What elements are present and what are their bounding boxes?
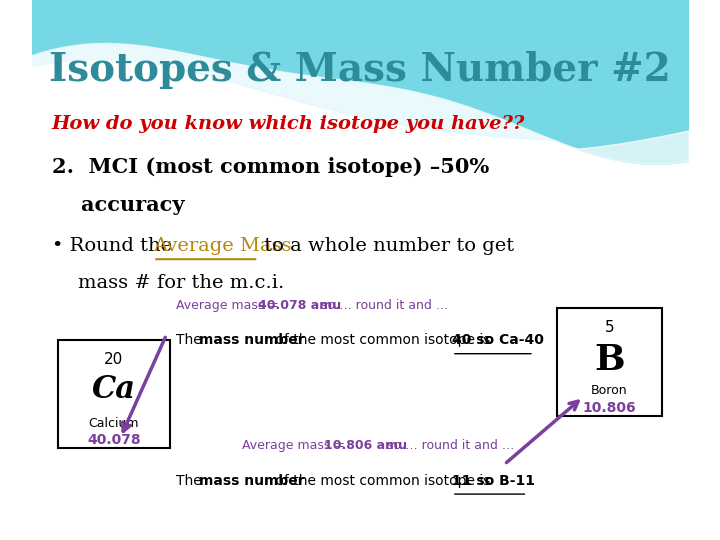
Text: Calcium: Calcium	[89, 417, 139, 430]
Text: mass # for the m.c.i.: mass # for the m.c.i.	[78, 274, 284, 293]
Text: Average Mass: Average Mass	[153, 237, 292, 255]
Text: B: B	[594, 343, 625, 376]
Text: mass number: mass number	[199, 333, 305, 347]
Text: 40.078 amu: 40.078 amu	[258, 299, 341, 312]
Text: Ca: Ca	[92, 374, 136, 406]
Text: 40 so Ca-40: 40 so Ca-40	[452, 333, 544, 347]
Text: accuracy: accuracy	[52, 195, 184, 215]
Text: 11 so B-11: 11 so B-11	[452, 474, 535, 488]
FancyBboxPatch shape	[557, 308, 662, 416]
Text: of the most common isotope is: of the most common isotope is	[271, 333, 495, 347]
Text: mass number: mass number	[199, 474, 305, 488]
Text: so…. round it and …: so…. round it and …	[383, 439, 514, 452]
Text: Average mass =: Average mass =	[242, 439, 349, 452]
Text: Isotopes & Mass Number #2: Isotopes & Mass Number #2	[49, 51, 671, 89]
Text: 2.  MCI (most common isotope) –50%: 2. MCI (most common isotope) –50%	[52, 157, 489, 178]
Text: so…. round it and …: so…. round it and …	[318, 299, 449, 312]
Text: 10.806 amu: 10.806 amu	[324, 439, 407, 452]
Text: How do you know which isotope you have??: How do you know which isotope you have??	[52, 115, 525, 133]
Text: of the most common isotope is: of the most common isotope is	[271, 474, 495, 488]
Text: Average mass =: Average mass =	[176, 299, 283, 312]
Text: 20: 20	[104, 352, 124, 367]
Text: 40.078: 40.078	[87, 433, 140, 447]
Text: The: The	[176, 333, 207, 347]
Text: 5: 5	[605, 320, 614, 335]
Text: • Round the: • Round the	[52, 237, 178, 255]
Text: The: The	[176, 474, 207, 488]
Text: to a whole number to get: to a whole number to get	[258, 237, 514, 255]
FancyBboxPatch shape	[58, 340, 170, 448]
Text: Boron: Boron	[591, 384, 628, 397]
Text: 10.806: 10.806	[582, 401, 636, 415]
